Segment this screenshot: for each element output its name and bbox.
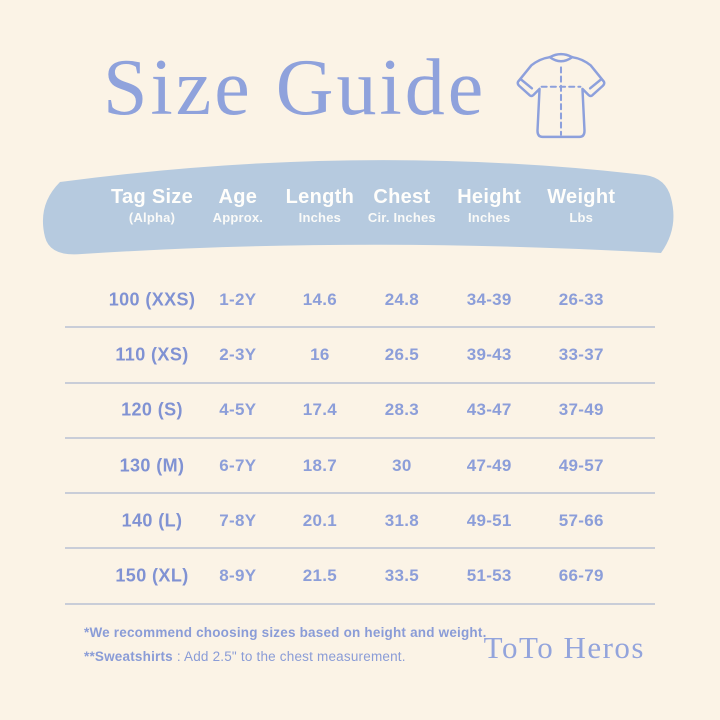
footnote-height-weight: *We recommend choosing sizes based on he… [84,625,487,640]
value-cell: 16 [310,344,330,364]
header-cell-length: Length Inches [286,187,354,226]
value-cell: 37-49 [558,400,604,420]
value-cell: 20.1 [302,510,338,530]
header-sublabel: Cir. Inches [367,210,436,225]
value-cell: 6-7Y [219,455,257,475]
header-cell-height: Height Inches [457,187,521,226]
value-cell: 33-37 [558,344,604,364]
value-cell: 47-49 [466,455,512,475]
header-cell-weight: Weight Lbs [547,187,615,226]
table-row: 100 (XXS) 1-2Y 14.6 24.8 34-39 26-33 [65,273,655,329]
header-sublabel: (Alpha) [128,210,176,225]
value-cell: 1-2Y [219,289,257,309]
table-header-row: Tag Size (Alpha) Age Approx. Length Inches Che… [65,187,655,239]
value-cell: 7-8Y [219,510,257,530]
value-cell: 24.8 [384,289,420,309]
footnotes: *We recommend choosing sizes based on he… [84,625,487,665]
brand-logo: ToTo Heros [483,630,645,665]
header-sublabel: Inches [298,210,342,225]
header-sublabel: Inches [468,210,511,225]
footnote-sweatshirts-bold: **Sweatshirts [84,649,173,664]
value-cell: 43-47 [466,400,512,420]
header-label: Chest [373,186,431,208]
tag-size-cell: 110 (XS) [115,344,189,365]
header-label: Tag Size [110,186,194,208]
value-cell: 17.4 [302,400,338,420]
size-table: 100 (XXS) 1-2Y 14.6 24.8 34-39 26-33 110 (XS) 2… [65,273,655,605]
table-row: 120 (S) 4-5Y 17.4 28.3 43-47 37-49 [65,384,655,439]
value-cell: 28.3 [384,400,420,420]
header-cell-age: Age Approx. [213,187,264,226]
value-cell: 34-39 [466,289,512,309]
value-cell: 39-43 [466,344,512,364]
value-cell: 57-66 [558,510,604,530]
header-label: Length [285,186,355,208]
tag-size-cell: 150 (XL) [115,565,189,586]
tshirt-icon [516,52,606,139]
header-label: Age [218,186,258,208]
table-row: 130 (M) 6-7Y 18.7 30 47-49 49-57 [65,439,655,495]
value-cell: 18.7 [302,455,338,475]
header-cell-chest: Chest Cir. Inches [368,187,436,226]
value-cell: 49-51 [466,510,512,530]
value-cell: 51-53 [466,566,512,586]
tag-size-cell: 120 (S) [121,399,183,420]
header-sublabel: Approx. [212,210,264,225]
footnote-sweatshirts-rest: : Add 2.5" to the chest measurement. [172,649,406,664]
header-label: Weight [547,186,616,208]
tag-size-cell: 100 (XXS) [108,289,196,310]
table-row: 140 (L) 7-8Y 20.1 31.8 49-51 57-66 [65,494,655,550]
tag-size-cell: 140 (L) [121,510,183,531]
value-cell: 33.5 [384,566,420,586]
value-cell: 31.8 [384,510,420,530]
table-row: 150 (XL) 8-9Y 21.5 33.5 51-53 66-79 [65,549,655,605]
tag-size-cell: 130 (M) [119,455,185,476]
value-cell: 21.5 [302,566,338,586]
value-cell: 4-5Y [219,400,257,420]
header-label: Height [457,186,522,208]
value-cell: 26.5 [384,344,420,364]
header-band [42,160,674,255]
value-cell: 26-33 [558,289,604,309]
header-sublabel: Lbs [569,210,594,225]
value-cell: 30 [392,455,412,475]
value-cell: 14.6 [302,289,338,309]
footnote-sweatshirts: **Sweatshirts : Add 2.5" to the chest me… [84,649,487,665]
value-cell: 49-57 [558,455,604,475]
header-cell-tag-size: Tag Size (Alpha) [111,187,193,226]
value-cell: 8-9Y [219,566,257,586]
value-cell: 66-79 [558,566,604,586]
value-cell: 2-3Y [219,344,257,364]
table-row: 110 (XS) 2-3Y 16 26.5 39-43 33-37 [65,328,655,384]
page-title: Size Guide [103,44,487,132]
